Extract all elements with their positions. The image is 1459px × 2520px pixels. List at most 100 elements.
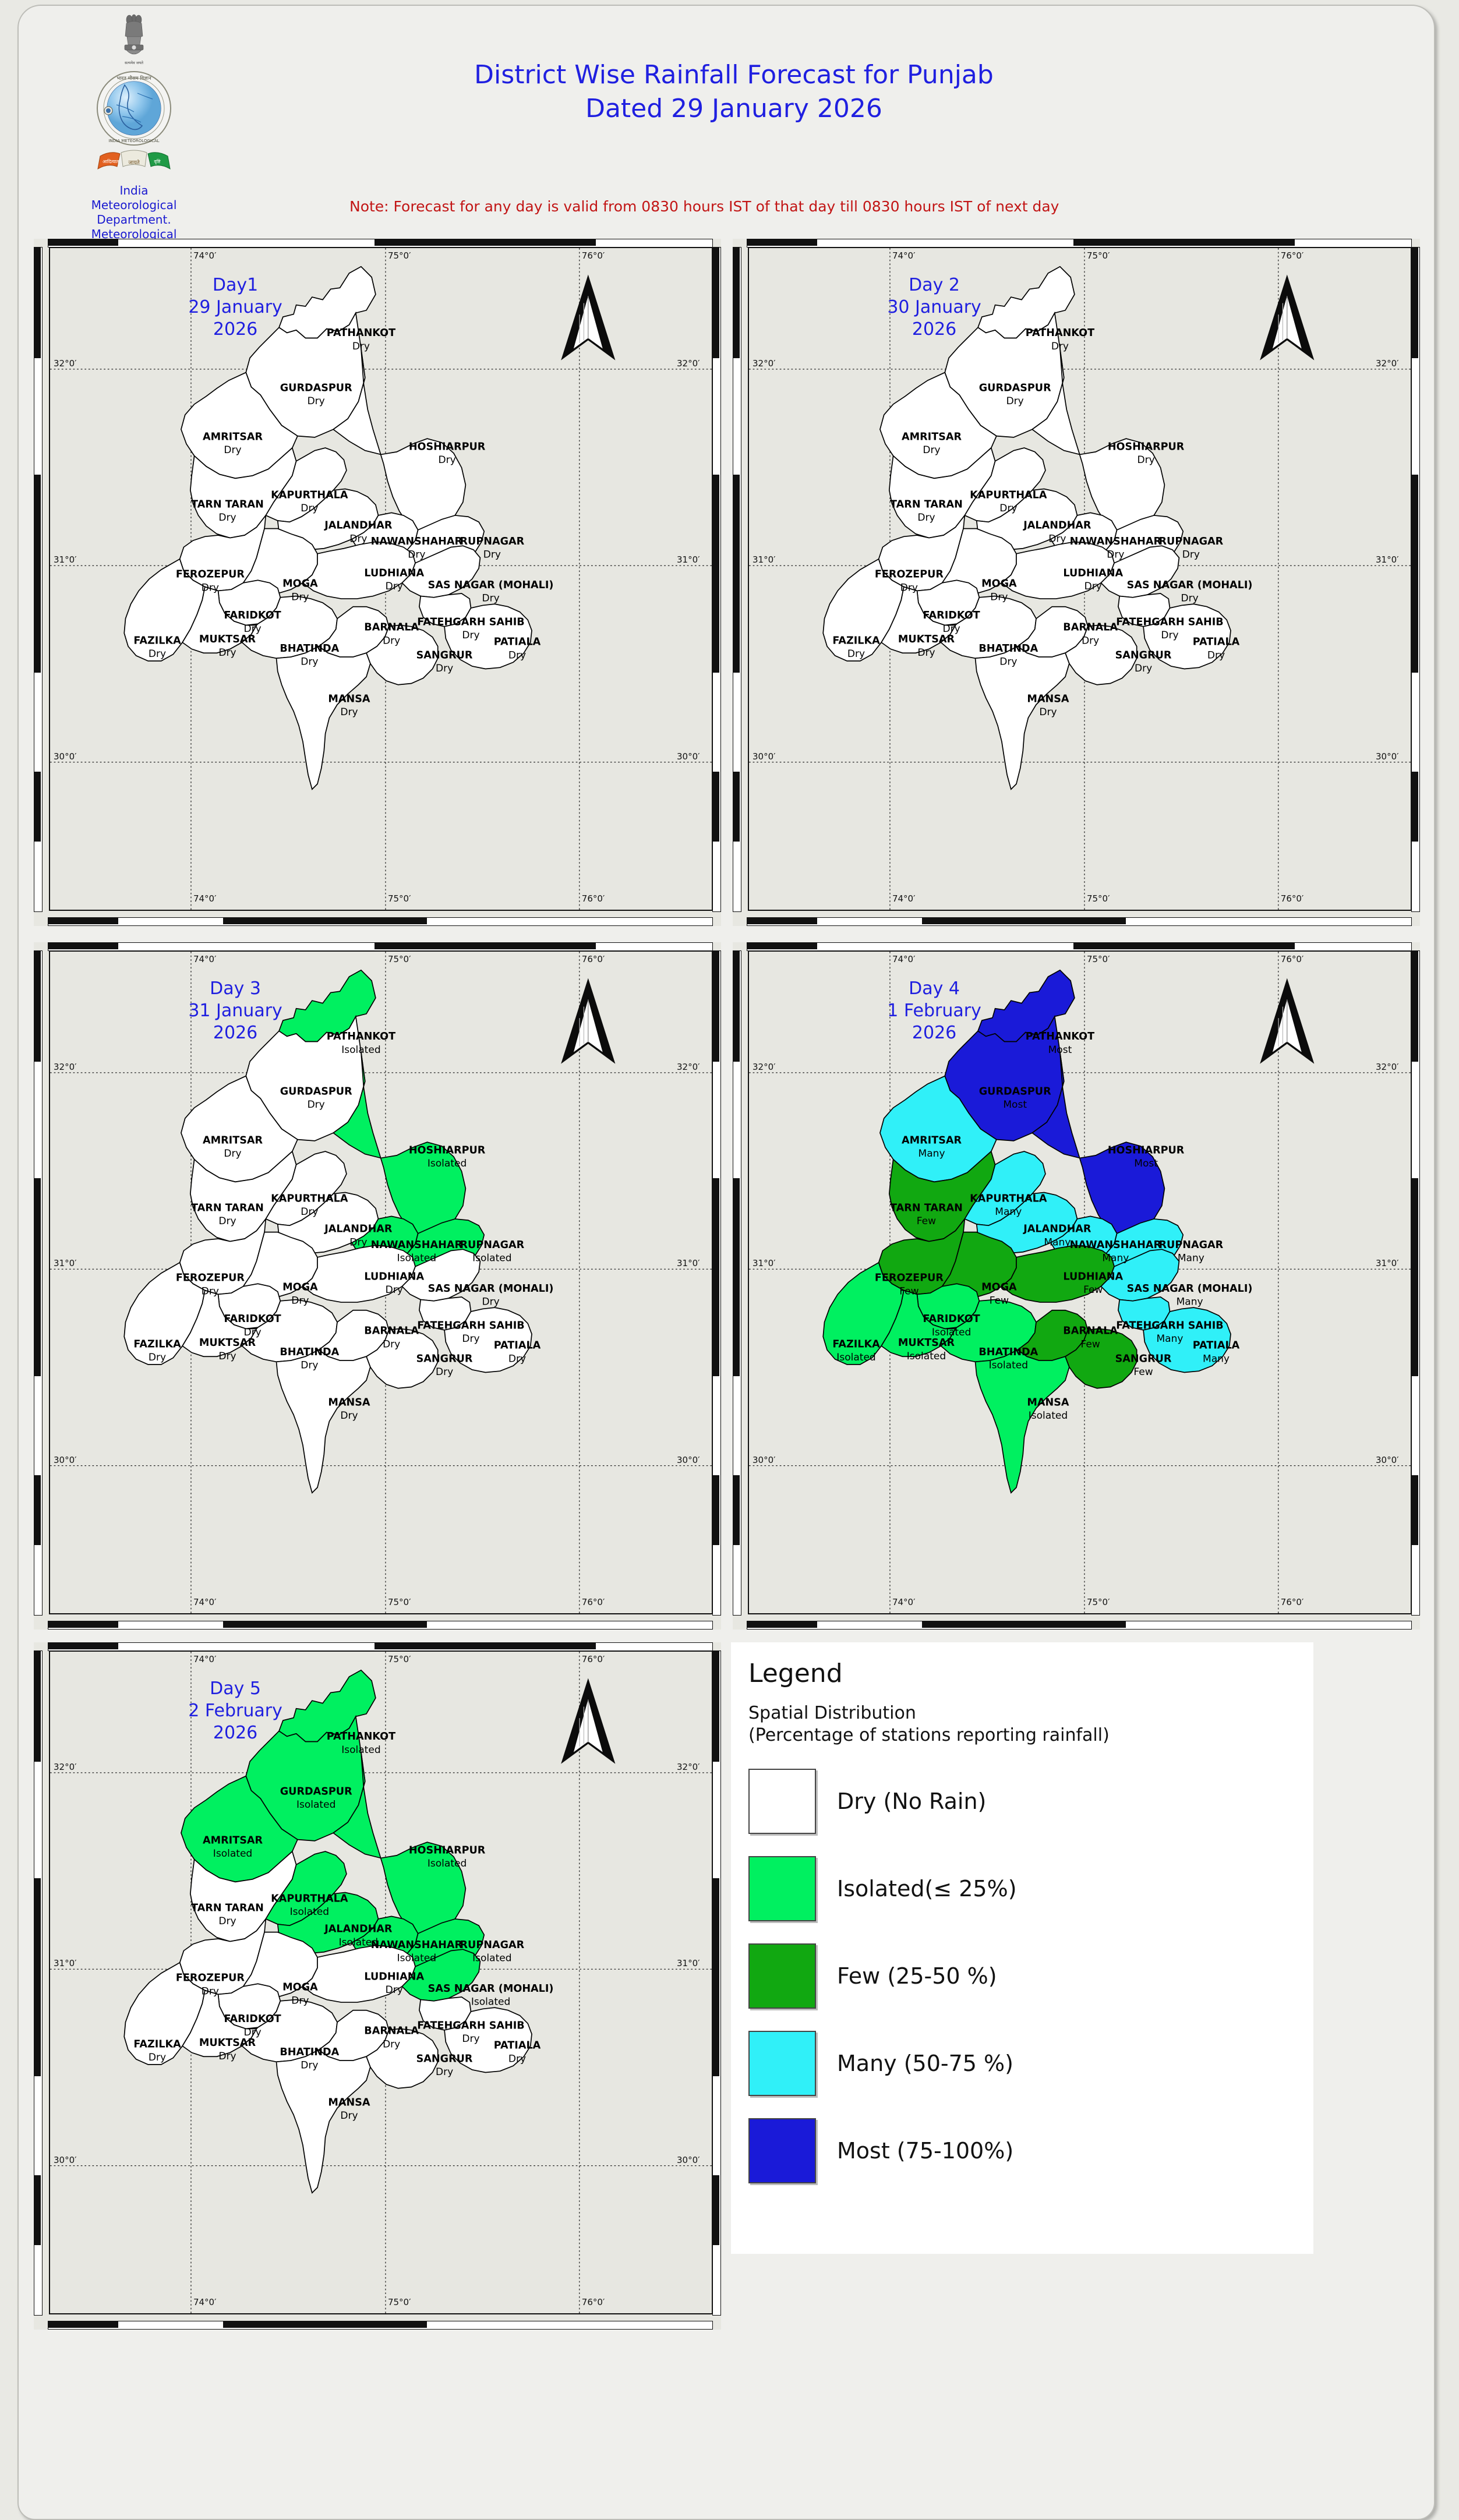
district-label-hoshiarpur: HOSHIARPUR xyxy=(409,1844,486,1856)
punjab-map-day5[interactable]: PATHANKOTIsolatedGURDASPURIsolatedAMRITS… xyxy=(50,1652,712,2313)
district-label-patiala: PATIALA xyxy=(1193,637,1240,648)
district-label-pathankot: PATHANKOT xyxy=(327,1731,395,1743)
district-mansa xyxy=(974,645,1070,790)
district-forecast-hoshiarpur: Most xyxy=(1134,1158,1158,1169)
district-label-pathankot: PATHANKOT xyxy=(1026,1031,1094,1042)
district-forecast-jalandhar: Dry xyxy=(349,533,367,545)
district-sas-nagar-mohali- xyxy=(1100,1249,1180,1302)
district-forecast-fatehgarh-sahib: Dry xyxy=(1161,630,1178,641)
district-label-nawanshahar: NAWANSHAHAR xyxy=(1070,1239,1162,1251)
legend-swatch-isolated xyxy=(748,1856,816,1921)
district-forecast-mansa: Dry xyxy=(1039,706,1057,718)
district-forecast-kapurthala: Many xyxy=(995,1206,1022,1218)
district-forecast-muktsar: Dry xyxy=(917,647,935,659)
forecast-validity-note: Note: Forecast for any day is valid from… xyxy=(349,198,1059,215)
neatline-left-day2 xyxy=(733,247,741,912)
district-forecast-pathankot: Dry xyxy=(352,341,370,352)
district-hoshiarpur xyxy=(1031,1052,1165,1237)
district-patiala xyxy=(444,1307,532,1373)
district-label-barnala: BARNALA xyxy=(364,2026,419,2037)
district-forecast-rupnagar: Dry xyxy=(483,549,501,561)
district-label-jalandhar: JALANDHAR xyxy=(1023,520,1091,532)
district-forecast-patiala: Many xyxy=(1203,1353,1230,1365)
neatline-left-day5 xyxy=(34,1650,43,2316)
district-forecast-jalandhar: Isolated xyxy=(339,1936,378,1948)
punjab-map-day3[interactable]: PATHANKOT Isolated GURDASPUR Dry AMRITSAR Dry… xyxy=(50,952,712,1613)
district-jalandhar xyxy=(976,1192,1078,1254)
district-moga xyxy=(941,1231,1017,1298)
district-label-kapurthala: KAPURTHALA xyxy=(271,1193,348,1204)
district-forecast-sas-nagar-mohali-: Dry xyxy=(1181,593,1198,605)
district-forecast-tarn-taran: Few xyxy=(917,1215,936,1227)
district-label-ludhiana: LUDHIANA xyxy=(1063,1271,1123,1282)
district-label-nawanshahar: NAWANSHAHAR xyxy=(1070,536,1162,547)
district-muktsar xyxy=(182,586,257,654)
neatline-right-day5 xyxy=(712,1650,721,2316)
district-forecast-kapurthala: Dry xyxy=(301,1206,318,1218)
district-muktsar xyxy=(182,1989,257,2058)
district-label-nawanshahar: NAWANSHAHAR xyxy=(371,1939,463,1951)
district-mansa xyxy=(974,1349,1070,1494)
district-label-sangrur: SANGRUR xyxy=(416,1353,473,1365)
district-label-sas-nagar-mohali-: SAS NAGAR (MOHALI) xyxy=(428,1983,554,1995)
district-forecast-ludhiana: Few xyxy=(1083,1284,1103,1296)
legend-item-many: Many (50-75 %) xyxy=(748,2031,1313,2096)
district-label-fazilka: FAZILKA xyxy=(133,1338,181,1350)
district-sangrur xyxy=(365,2028,439,2089)
district-label-tarn-taran: TARN TARAN xyxy=(191,1202,264,1214)
district-sas-nagar-mohali- xyxy=(401,545,481,598)
district-forecast-jalandhar: Many xyxy=(1044,1236,1071,1248)
district-label-gurdaspur: GURDASPUR xyxy=(280,382,352,394)
district-label-pathankot: PATHANKOT xyxy=(327,327,395,339)
district-forecast-amritsar: Dry xyxy=(923,444,940,456)
district-forecast-ludhiana: Dry xyxy=(386,1284,403,1296)
district-forecast-fazilka: Dry xyxy=(149,2052,166,2063)
district-forecast-ferozepur: Few xyxy=(899,1285,919,1297)
legend-label-most: Most (75-100%) xyxy=(837,2138,1014,2164)
district-label-muktsar: MUKTSAR xyxy=(199,1337,256,1349)
district-label-kapurthala: KAPURTHALA xyxy=(271,489,348,501)
district-label-hoshiarpur: HOSHIARPUR xyxy=(1108,1144,1185,1156)
district-label-mansa: MANSA xyxy=(1027,693,1069,705)
district-sangrur xyxy=(365,624,439,685)
district-label-moga: MOGA xyxy=(282,1982,318,1994)
district-forecast-sangrur: Dry xyxy=(436,663,453,674)
district-label-tarn-taran: TARN TARAN xyxy=(890,499,963,510)
district-label-patiala: PATIALA xyxy=(494,2040,541,2052)
district-forecast-fatehgarh-sahib: Dry xyxy=(462,1333,479,1345)
district-moga xyxy=(941,528,1017,594)
district-label-kapurthala: KAPURTHALA xyxy=(970,489,1047,501)
district-label-patiala: PATIALA xyxy=(494,1340,541,1352)
district-label-sas-nagar-mohali-: SAS NAGAR (MOHALI) xyxy=(1127,1283,1253,1295)
svg-text:सत्यमेव जयते: सत्यमेव जयते xyxy=(125,61,143,65)
neatline-right-day3 xyxy=(712,950,721,1616)
district-forecast-gurdaspur: Most xyxy=(1003,1099,1027,1111)
district-sangrur xyxy=(1064,624,1137,685)
district-label-barnala: BARNALA xyxy=(1063,1326,1118,1337)
district-label-fatehgarh-sahib: FATEHGARH SAHIB xyxy=(1116,1320,1223,1332)
district-label-tarn-taran: TARN TARAN xyxy=(191,1902,264,1914)
district-forecast-hoshiarpur: Isolated xyxy=(428,1858,467,1869)
district-forecast-faridkot: Dry xyxy=(244,2027,262,2038)
district-forecast-jalandhar: Dry xyxy=(349,1236,367,1248)
district-forecast-sangrur: Dry xyxy=(1135,663,1152,674)
district-forecast-amritsar: Isolated xyxy=(213,1848,252,1860)
district-forecast-ludhiana: Dry xyxy=(386,581,403,592)
map-inner-day4: PATHANKOT Most GURDASPUR Most AMRITSAR Many HO… xyxy=(748,950,1412,1614)
district-forecast-gurdaspur: Isolated xyxy=(296,1799,335,1811)
district-forecast-mansa: Dry xyxy=(340,1410,358,1422)
neatline-bottom-day2 xyxy=(747,917,1412,926)
punjab-map-day4[interactable]: PATHANKOT Most GURDASPUR Most AMRITSAR Many HO… xyxy=(749,952,1411,1613)
district-forecast-faridkot: Isolated xyxy=(932,1327,971,1338)
district-forecast-moga: Dry xyxy=(291,1295,309,1306)
legend-label-many: Many (50-75 %) xyxy=(837,2051,1013,2076)
neatline-bottom-day4 xyxy=(747,1621,1412,1630)
neatline-top-day2 xyxy=(747,239,1412,248)
neatline-right-day4 xyxy=(1411,950,1420,1616)
district-forecast-rupnagar: Dry xyxy=(1182,549,1200,561)
district-label-faridkot: FARIDKOT xyxy=(224,610,281,621)
district-forecast-pathankot: Isolated xyxy=(341,1044,380,1056)
map-panel-day3: PATHANKOT Isolated GURDASPUR Dry AMRITSAR Dry… xyxy=(34,942,721,1630)
